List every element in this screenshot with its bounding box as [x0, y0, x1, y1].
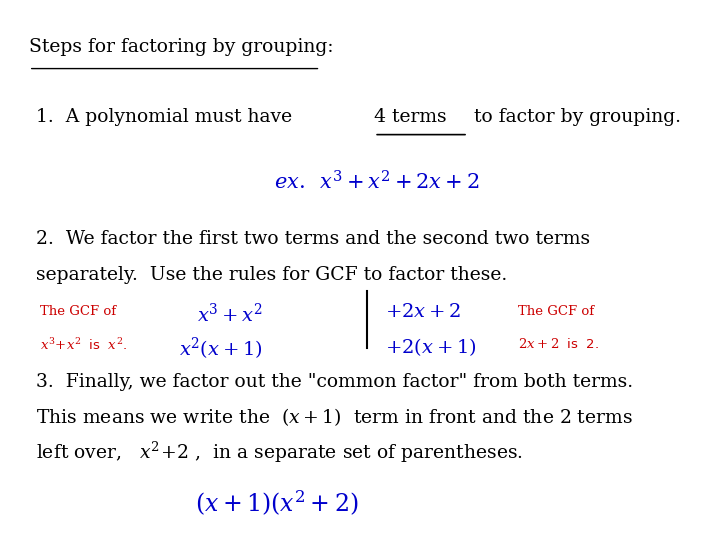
Text: to factor by grouping.: to factor by grouping. — [468, 108, 681, 126]
Text: The GCF of: The GCF of — [518, 305, 595, 318]
Text: 3.  Finally, we factor out the "common factor" from both terms.: 3. Finally, we factor out the "common fa… — [36, 373, 633, 390]
Text: 4 terms: 4 terms — [374, 108, 447, 126]
Text: Steps for factoring by grouping:: Steps for factoring by grouping: — [29, 38, 333, 56]
Text: $+2(x+1)$: $+2(x+1)$ — [385, 336, 477, 357]
Text: left over,   $x^2\!+\!2$ ,  in a separate set of parentheses.: left over, $x^2\!+\!2$ , in a separate s… — [36, 440, 523, 465]
Text: separately.  Use the rules for GCF to factor these.: separately. Use the rules for GCF to fac… — [36, 266, 508, 284]
Text: $(x+1)(x^2+2)$: $(x+1)(x^2+2)$ — [195, 489, 359, 518]
Text: $x^2(x+1)$: $x^2(x+1)$ — [179, 336, 263, 362]
Text: The GCF of: The GCF of — [40, 305, 116, 318]
Text: $x^3 + x^2$: $x^3 + x^2$ — [197, 302, 263, 326]
Text: $+2x+2$: $+2x+2$ — [385, 302, 462, 321]
Text: This means we write the  $(x+1)$  term in front and the 2 terms: This means we write the $(x+1)$ term in … — [36, 406, 633, 428]
Text: $2x+2$  is  2.: $2x+2$ is 2. — [518, 338, 600, 352]
Text: 1.  A polynomial must have: 1. A polynomial must have — [36, 108, 298, 126]
Text: $x^3\!+\!x^2$  is  $x^2$.: $x^3\!+\!x^2$ is $x^2$. — [40, 338, 127, 353]
Text: 2.  We factor the first two terms and the second two terms: 2. We factor the first two terms and the… — [36, 230, 590, 247]
Text: $\mathit{ex.}\;\; x^3 + x^2 + 2x + 2$: $\mathit{ex.}\;\; x^3 + x^2 + 2x + 2$ — [274, 170, 479, 193]
